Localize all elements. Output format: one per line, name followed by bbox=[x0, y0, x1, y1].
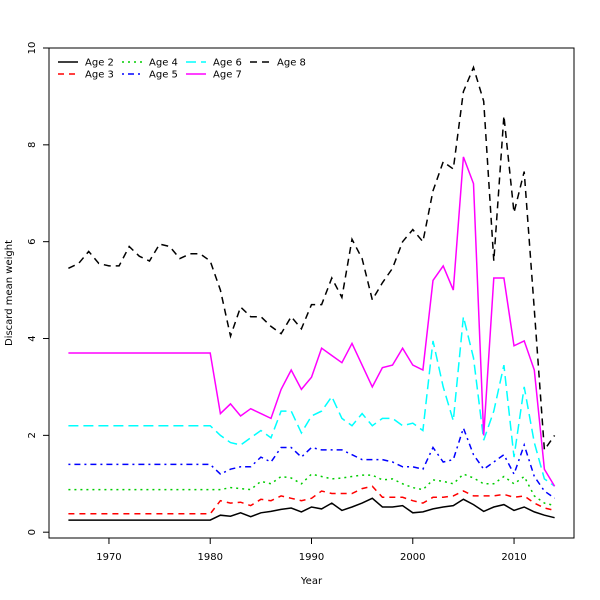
x-tick-label: 1980 bbox=[198, 552, 223, 563]
legend-label: Age 5 bbox=[149, 70, 178, 81]
y-tick-label: 4 bbox=[27, 335, 38, 341]
legend-item: Age 2 bbox=[58, 58, 114, 69]
legend-item: Age 3 bbox=[58, 70, 114, 81]
legend-item: Age 5 bbox=[122, 70, 178, 81]
legend-label: Age 6 bbox=[213, 58, 242, 69]
series-line-age-3 bbox=[68, 485, 555, 515]
legend-label: Age 2 bbox=[85, 58, 114, 69]
legend-label: Age 7 bbox=[213, 70, 242, 81]
y-tick-label: 6 bbox=[27, 238, 38, 244]
legend-item: Age 6 bbox=[186, 58, 242, 69]
series-line-age-5 bbox=[68, 425, 556, 499]
y-tick-label: 8 bbox=[27, 142, 38, 148]
x-tick-label: 2010 bbox=[501, 552, 526, 563]
x-tick-label: 1990 bbox=[299, 552, 324, 563]
y-tick-label: 2 bbox=[27, 432, 38, 438]
legend-item: Age 4 bbox=[122, 58, 178, 69]
series-line-age-2 bbox=[68, 497, 555, 521]
series-layer bbox=[68, 65, 556, 521]
y-tick-label: 10 bbox=[27, 42, 38, 55]
legend-label: Age 8 bbox=[277, 58, 306, 69]
legend-label: Age 3 bbox=[85, 70, 114, 81]
y-tick-label: 0 bbox=[27, 529, 38, 535]
legend-label: Age 4 bbox=[149, 58, 178, 69]
series-line-age-6 bbox=[68, 316, 556, 487]
legend-item: Age 7 bbox=[186, 70, 242, 81]
y-axis-label: Discard mean weight bbox=[4, 240, 15, 346]
x-axis-label: Year bbox=[300, 576, 323, 587]
legend-item: Age 8 bbox=[250, 58, 306, 69]
y-axis: 0 2 4 6 8 10 bbox=[27, 42, 50, 535]
x-tick-label: 2000 bbox=[400, 552, 425, 563]
series-line-age-7 bbox=[68, 156, 556, 487]
x-tick-label: 1970 bbox=[96, 552, 121, 563]
series-line-age-8 bbox=[68, 65, 556, 453]
x-axis: 1970 1980 1990 2000 2010 bbox=[96, 537, 527, 563]
series-line-age-4 bbox=[68, 473, 555, 507]
